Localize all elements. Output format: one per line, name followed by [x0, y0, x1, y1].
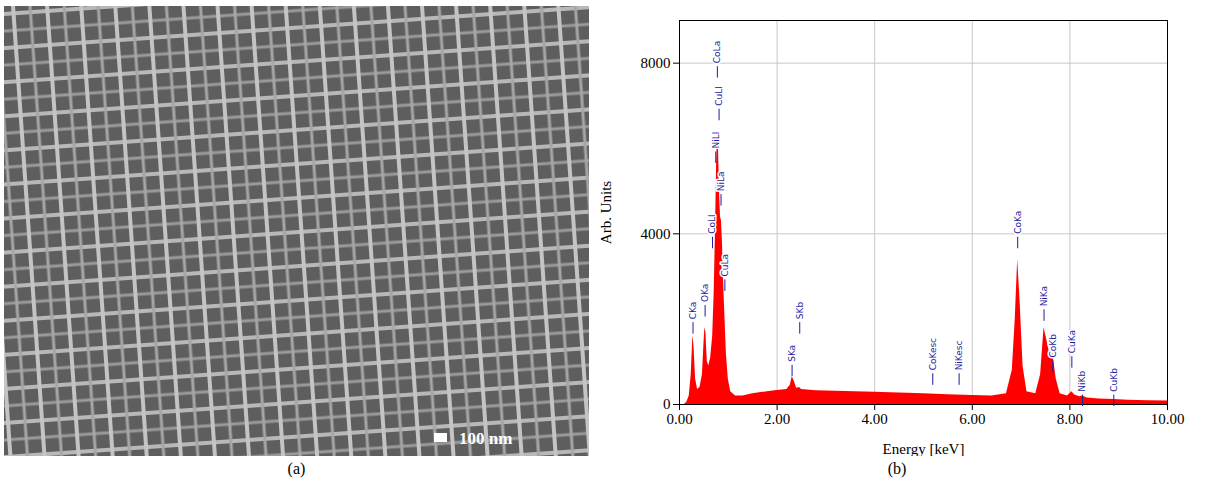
svg-text:100 nm: 100 nm — [459, 429, 512, 448]
svg-text:Arb. Units: Arb. Units — [598, 181, 614, 244]
svg-text:NiLl: NiLl — [711, 132, 721, 149]
svg-text:CuLa: CuLa — [720, 254, 730, 277]
svg-text:OKa: OKa — [700, 284, 710, 302]
svg-text:0: 0 — [663, 396, 671, 412]
html-text:(a): (a) — [287, 460, 306, 477]
svg-text:CoKa: CoKa — [1013, 211, 1023, 234]
svg-text:4.00: 4.00 — [862, 411, 888, 427]
svg-text:CoKb: CoKb — [1048, 334, 1058, 358]
svg-text:0.00: 0.00 — [666, 411, 692, 427]
svg-text:6.00: 6.00 — [959, 411, 985, 427]
svg-text:NiKa: NiKa — [1039, 286, 1049, 307]
svg-text:NiKesc: NiKesc — [954, 340, 964, 370]
html-text:(b): (b) — [887, 460, 907, 477]
svg-text:CuLl: CuLl — [714, 86, 724, 106]
svg-text:10.00: 10.00 — [1151, 411, 1185, 427]
svg-text:SKb: SKb — [795, 302, 805, 320]
svg-text:NiLa: NiLa — [716, 171, 726, 191]
svg-text:CKa: CKa — [688, 302, 698, 320]
svg-text:SKa: SKa — [787, 345, 797, 362]
svg-text:2.00: 2.00 — [764, 411, 790, 427]
svg-text:NiKb: NiKb — [1077, 371, 1087, 392]
svg-text:CoLl: CoLl — [707, 215, 717, 234]
svg-text:Energy [keV]: Energy [keV] — [883, 441, 965, 457]
svg-text:CuKb: CuKb — [1109, 368, 1119, 392]
svg-text:8000: 8000 — [641, 55, 671, 71]
svg-text:CuKa: CuKa — [1067, 330, 1077, 353]
svg-text:CoLa: CoLa — [712, 41, 722, 63]
svg-text:8.00: 8.00 — [1057, 411, 1083, 427]
svg-text:CoKesc: CoKesc — [928, 338, 938, 370]
svg-text:4000: 4000 — [641, 226, 671, 242]
